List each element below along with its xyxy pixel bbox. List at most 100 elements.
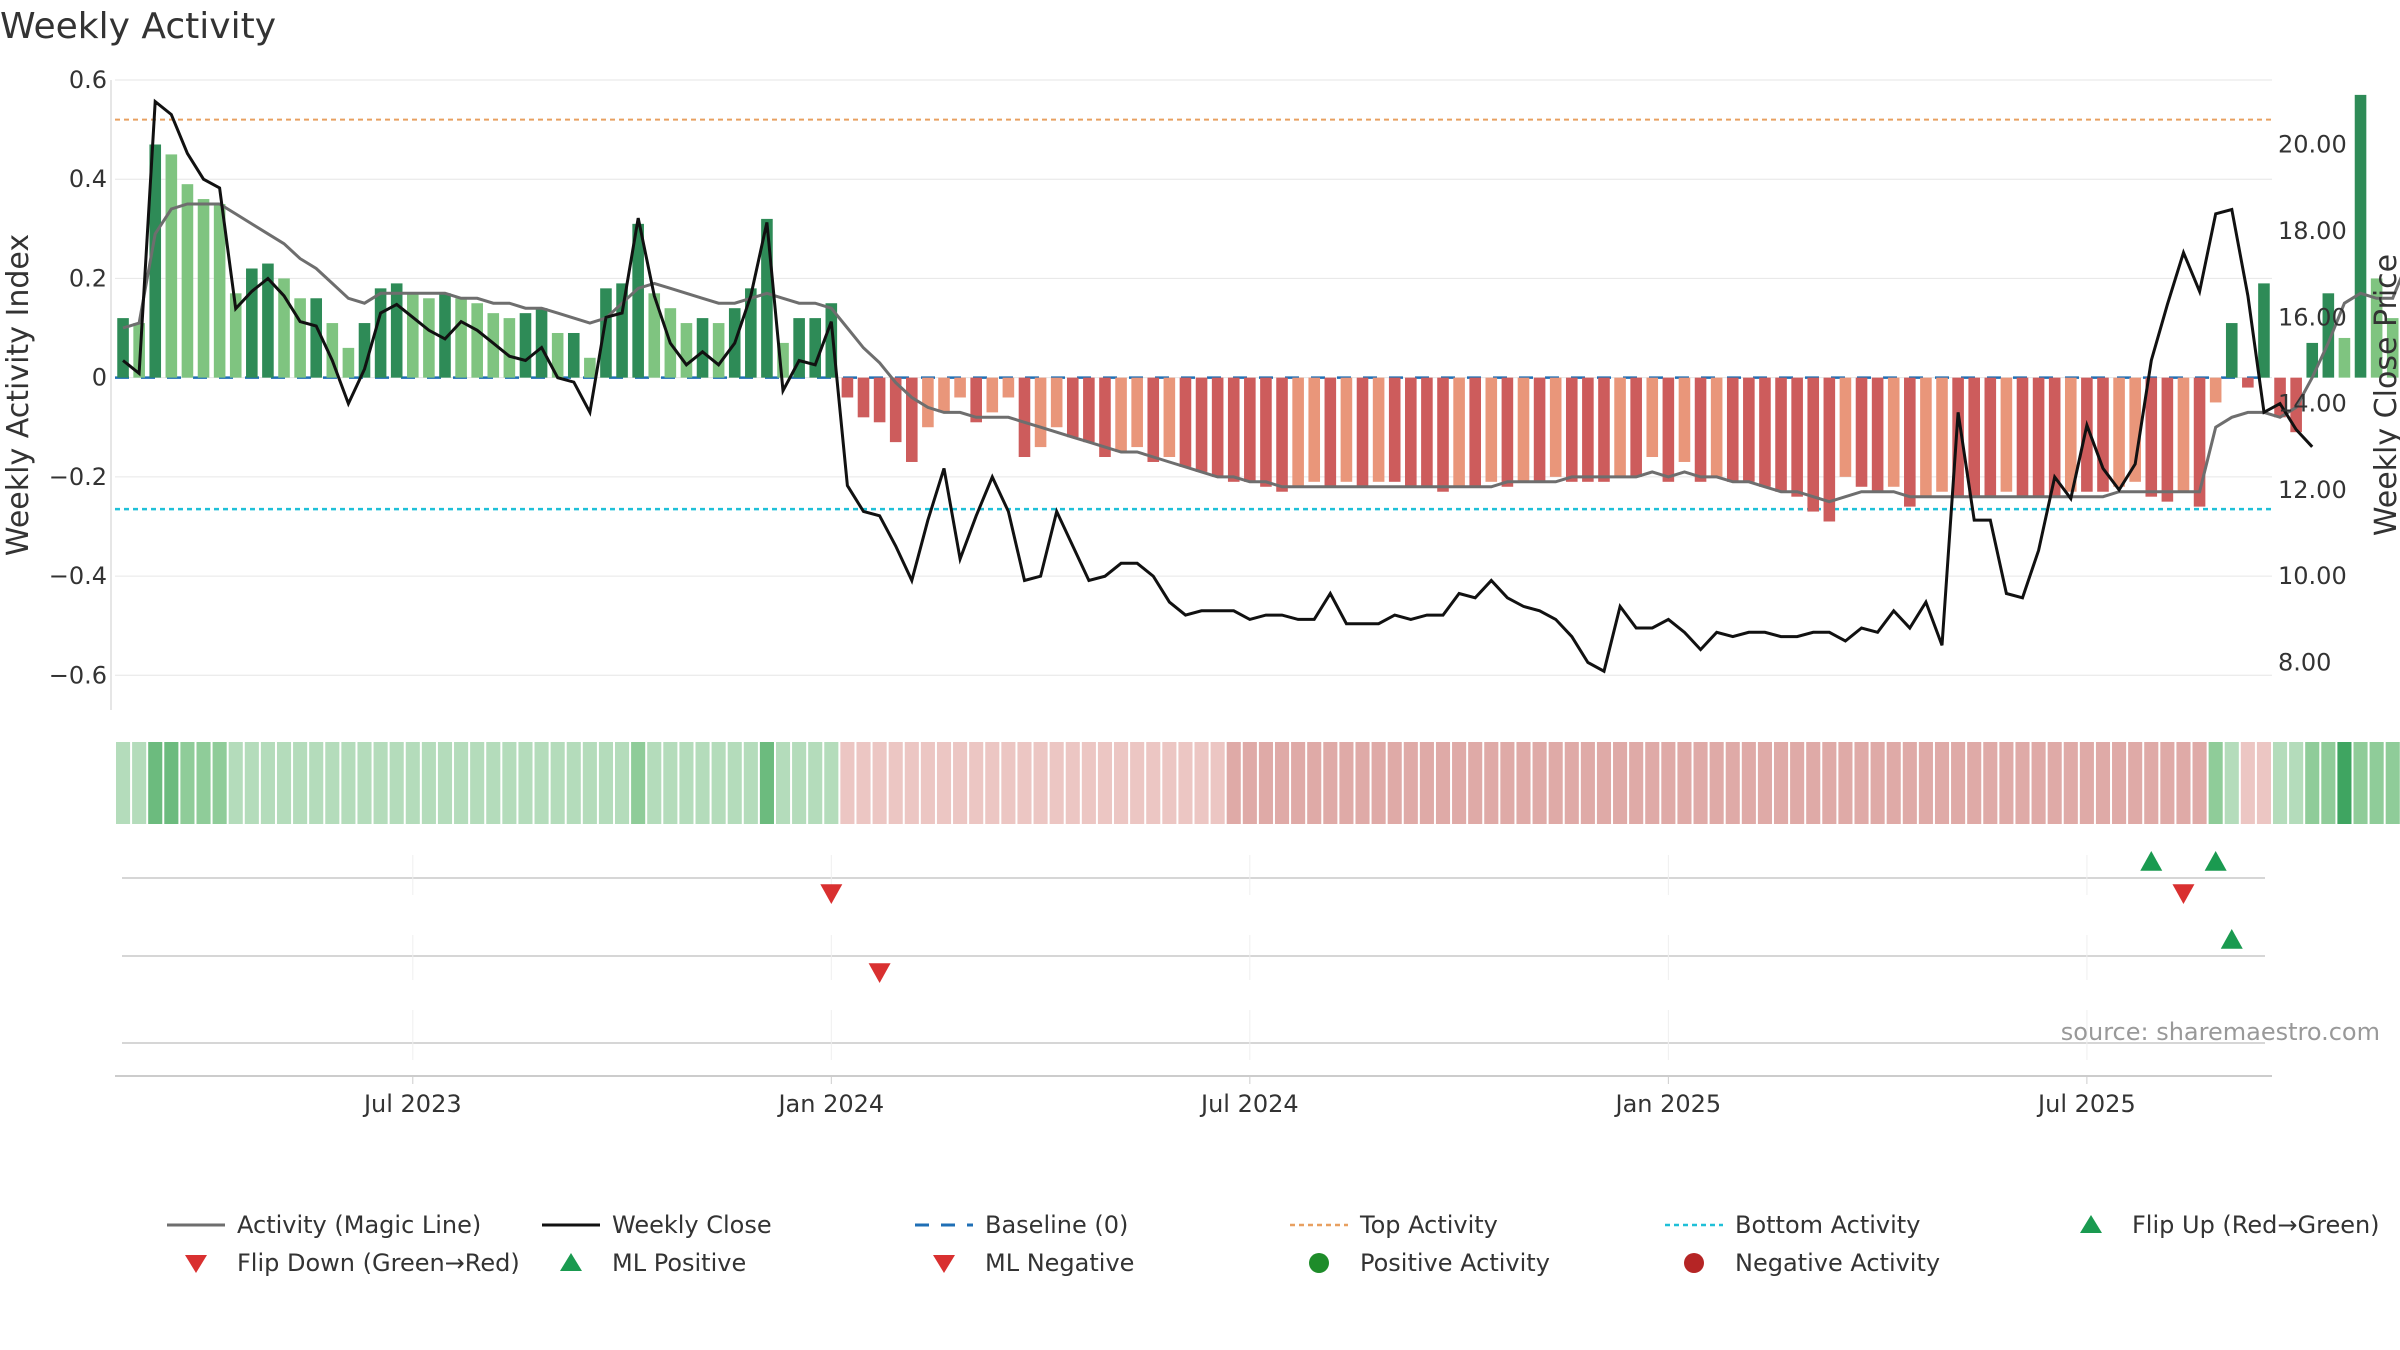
activity-bar <box>2081 377 2093 492</box>
weekly-close-series <box>122 98 2314 674</box>
heat-cell <box>920 742 935 824</box>
activity-bar <box>1227 377 1240 482</box>
heat-cell <box>2273 742 2288 824</box>
heat-cell <box>244 742 259 824</box>
activity-bar <box>2370 278 2383 378</box>
activity-bar <box>1244 377 1256 482</box>
heat-cell <box>1065 742 1080 824</box>
heat-cell <box>2112 742 2127 824</box>
activity-bar <box>2354 94 2367 378</box>
ml-positive-marker <box>2220 929 2243 949</box>
activity-bar <box>825 303 838 378</box>
y2-tick-label: 18.00 <box>2278 217 2347 245</box>
activity-bar <box>1131 377 1143 448</box>
heat-cell <box>969 742 984 824</box>
activity-bar <box>406 293 419 378</box>
heat-cell <box>2305 742 2320 824</box>
heat-cell <box>936 742 952 824</box>
heat-cell <box>470 742 485 824</box>
heat-cell <box>1790 742 1805 824</box>
heat-cell <box>1210 742 1225 824</box>
heat-cell <box>2095 742 2111 824</box>
heat-cell <box>631 742 646 824</box>
activity-bar <box>390 283 403 378</box>
legend-triangle-up-icon <box>560 1253 582 1271</box>
activity-bar <box>1952 377 1964 497</box>
activity-bar <box>1533 377 1546 482</box>
activity-bar <box>1340 377 1353 482</box>
heat-cell <box>647 742 662 824</box>
heat-cell <box>1452 742 1467 824</box>
heat-cell <box>953 742 968 824</box>
heat-cell <box>2289 742 2304 824</box>
activity-bar <box>954 377 966 398</box>
activity-bar <box>745 288 757 378</box>
x-tick-label: Jan 2024 <box>776 1090 884 1118</box>
activity-bar <box>1453 377 1465 487</box>
y2-tick-label: 20.00 <box>2278 131 2347 159</box>
activity-bar <box>117 318 129 378</box>
heat-cell <box>904 742 919 824</box>
activity-bar <box>2242 377 2254 388</box>
x-tick-label: Jul 2023 <box>362 1090 462 1118</box>
heat-cell <box>1323 742 1338 824</box>
y2-axis-label-prefix: Weekly <box>2369 428 2400 536</box>
activity-bar <box>632 223 644 378</box>
heat-cell <box>1162 742 1177 824</box>
heat-cell <box>759 742 774 824</box>
heat-cell <box>454 742 469 824</box>
heat-cell <box>196 742 211 824</box>
heat-cell <box>1049 742 1064 824</box>
heat-cell <box>2240 742 2255 824</box>
y-tick-label: 0.4 <box>69 165 107 193</box>
activity-bar <box>310 298 323 378</box>
heat-cell <box>727 742 742 824</box>
activity-bar <box>1260 377 1272 487</box>
activity-bar <box>1099 377 1111 458</box>
heat-cell <box>1773 742 1789 824</box>
flip-up-marker <box>2140 851 2163 871</box>
heat-cell <box>1693 742 1708 824</box>
flip-down-marker <box>820 884 843 904</box>
heat-cell <box>1532 742 1547 824</box>
activity-bar <box>1083 377 1095 443</box>
activity-bar <box>841 377 854 398</box>
flip-up-marker <box>2204 851 2227 871</box>
heat-cell <box>985 742 1000 824</box>
heat-cell <box>1677 742 1692 824</box>
heat-cell <box>357 742 372 824</box>
heat-cell <box>598 742 614 824</box>
heat-cell <box>1613 742 1628 824</box>
y2-tick-label: 8.00 <box>2278 649 2331 677</box>
heat-cell <box>1178 742 1193 824</box>
activity-bar <box>1308 377 1321 482</box>
heat-cell <box>1967 742 1982 824</box>
heat-cell <box>582 742 597 824</box>
heat-cell <box>2256 742 2271 824</box>
heat-cell <box>1097 742 1113 824</box>
heat-cell <box>389 742 404 824</box>
legend-item: Bottom Activity <box>1665 1211 1920 1239</box>
activity-bar <box>922 377 934 428</box>
heat-cell <box>148 742 163 824</box>
legend-label: ML Negative <box>985 1249 1134 1277</box>
activity-bar <box>873 377 886 423</box>
activity-bar <box>1614 377 1626 477</box>
legend-label: Flip Down (Green→Red) <box>237 1249 520 1277</box>
activity-bar <box>777 342 789 378</box>
activity-bar <box>213 204 226 378</box>
activity-bar <box>1855 377 1868 487</box>
activity-bar <box>970 377 982 423</box>
heat-cell <box>1194 742 1209 824</box>
heat-cell <box>792 742 807 824</box>
activity-bar <box>487 313 500 378</box>
heat-cell <box>421 742 436 824</box>
legend-label: Bottom Activity <box>1735 1211 1920 1239</box>
heat-cell <box>1580 742 1595 824</box>
heat-cell <box>1033 742 1048 824</box>
heat-cell <box>180 742 195 824</box>
legend-triangle-down-icon <box>185 1255 207 1273</box>
activity-bar <box>889 377 902 443</box>
activity-bar <box>600 288 612 378</box>
legend-label: Negative Activity <box>1735 1249 1940 1277</box>
